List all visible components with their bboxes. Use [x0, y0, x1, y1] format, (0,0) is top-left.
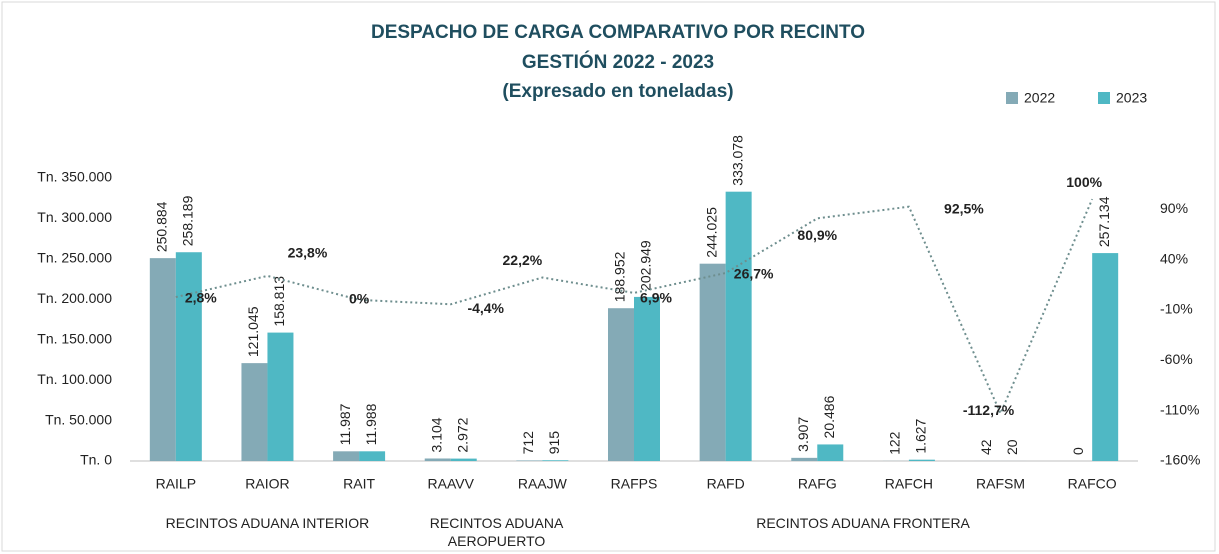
line-value-label: 100% — [1066, 174, 1102, 190]
bar — [634, 296, 660, 461]
legend-label: 2022 — [1024, 90, 1055, 106]
y-tick-label: Tn. 350.000 — [37, 169, 112, 185]
bar — [699, 263, 726, 461]
bar-value-label: 250.884 — [154, 201, 170, 252]
bar — [1092, 253, 1119, 461]
x-tick-label: RAIOR — [245, 476, 289, 492]
line-value-label: 0% — [349, 291, 370, 307]
bar — [791, 457, 818, 461]
bar-value-label: 244.025 — [703, 207, 719, 258]
x-tick-label: RAFCH — [885, 476, 933, 492]
line-value-label: 92,5% — [944, 200, 984, 216]
bar-value-label: 122 — [887, 431, 903, 455]
line-value-label: 6,9% — [640, 290, 672, 306]
line-value-label: -112,7% — [963, 402, 1015, 418]
bar — [725, 191, 752, 461]
y-tick-label: Tn. 250.000 — [37, 250, 112, 266]
legend-swatch — [1098, 92, 1110, 104]
bar-value-label: 11.987 — [337, 403, 353, 445]
bar-value-label: 0 — [1070, 447, 1086, 455]
bar-value-label: 3.104 — [428, 417, 444, 452]
bar-value-label: 42 — [978, 439, 994, 455]
line-value-label: -4,4% — [467, 300, 504, 316]
x-tick-label: RAFD — [707, 476, 745, 492]
x-tick-label: RAFCO — [1068, 476, 1117, 492]
y2-tick-label: -160% — [1160, 452, 1200, 468]
bar-value-label: 188.952 — [612, 251, 628, 302]
y2-tick-label: -10% — [1160, 301, 1193, 317]
bar-value-label: 1.627 — [913, 418, 929, 453]
y-tick-label: Tn. 150.000 — [37, 330, 112, 346]
legend-label: 2023 — [1116, 90, 1147, 106]
y2-tick-label: 40% — [1160, 250, 1188, 266]
y-tick-label: Tn. 100.000 — [37, 371, 112, 387]
y-tick-label: Tn. 0 — [80, 452, 112, 468]
bar-value-label: 333.078 — [729, 135, 745, 186]
y-tick-label: Tn. 300.000 — [37, 209, 112, 225]
bar-value-label: 20 — [1004, 439, 1020, 455]
y2-tick-label: 90% — [1160, 200, 1188, 216]
bar — [450, 458, 477, 461]
bar-value-label: 20.486 — [821, 395, 837, 438]
x-tick-label: RAFSM — [976, 476, 1025, 492]
x-tick-label: RAAJW — [518, 476, 568, 492]
y-tick-label: Tn. 200.000 — [37, 290, 112, 306]
bar-value-label: 158.813 — [271, 276, 287, 327]
x-tick-label: RAILP — [156, 476, 196, 492]
x-tick-label: RAIT — [343, 476, 375, 492]
y2-tick-label: -60% — [1160, 351, 1193, 367]
bar — [817, 444, 844, 461]
group-label: RECINTOS ADUANA INTERIOR — [165, 515, 370, 531]
bar — [908, 459, 935, 461]
bar-value-label: 121.045 — [245, 306, 261, 357]
line-value-label: 26,7% — [734, 266, 774, 282]
bar-value-label: 712 — [520, 431, 536, 455]
chart-subtitle: GESTIÓN 2022 - 2023 — [522, 51, 714, 73]
bar — [359, 451, 386, 461]
x-tick-label: RAAVV — [428, 476, 475, 492]
bar — [542, 460, 569, 461]
bar — [149, 258, 176, 461]
x-tick-label: RAFPS — [611, 476, 658, 492]
bar-value-label: 2.972 — [454, 417, 470, 452]
line-value-label: 80,9% — [797, 227, 837, 243]
chart-annotation: (Expresado en toneladas) — [502, 81, 733, 102]
line-value-label: 23,8% — [288, 245, 328, 261]
bar — [424, 458, 451, 461]
group-label: RECINTOS ADUANA FRONTERA — [756, 515, 970, 531]
y2-tick-label: -110% — [1160, 401, 1199, 417]
group-label: RECINTOS ADUANA AEROPUERTO — [429, 515, 564, 549]
chart-title: DESPACHO DE CARGA COMPARATIVO POR RECINT… — [371, 22, 865, 43]
x-tick-label: RAFG — [798, 476, 837, 492]
legend-swatch — [1006, 92, 1018, 104]
bar — [608, 308, 634, 461]
bar-value-label: 258.189 — [180, 195, 196, 246]
bar — [333, 451, 360, 461]
bar-value-label: 915 — [546, 431, 562, 455]
bar-value-label: 11.988 — [363, 403, 379, 445]
bar — [175, 252, 202, 461]
bar-value-label: 202.949 — [638, 240, 654, 291]
bar-value-label: 257.134 — [1096, 196, 1112, 247]
line-value-label: 22,2% — [503, 252, 543, 268]
y-tick-label: Tn. 50.000 — [45, 411, 112, 427]
bar — [516, 460, 543, 461]
bar — [241, 363, 268, 461]
bar-value-label: 3.907 — [795, 417, 811, 452]
line-value-label: 2,8% — [185, 290, 217, 306]
bar — [267, 332, 294, 461]
